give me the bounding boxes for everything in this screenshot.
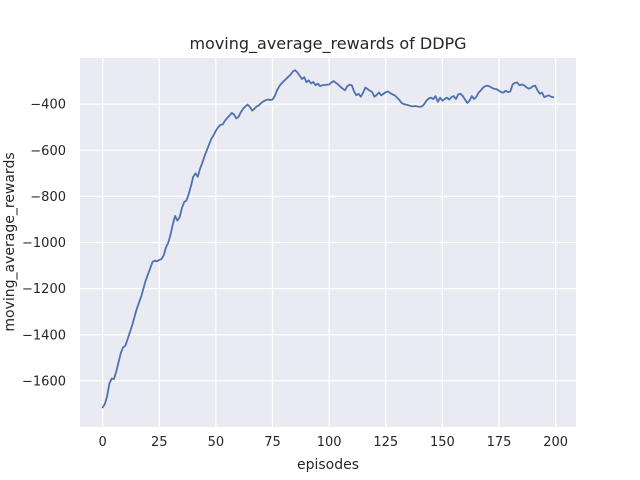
x-tick-label: 25	[151, 435, 168, 450]
gridlines	[80, 58, 576, 427]
y-axis-label: moving_average_rewards	[2, 152, 18, 331]
x-tick-label: 200	[543, 435, 568, 450]
y-tick-label: −400	[30, 98, 66, 113]
x-tick-labels: 0 25 50 75 100 125 150 175 200	[99, 435, 569, 450]
x-tick-label: 50	[208, 435, 225, 450]
x-tick-label: 150	[430, 435, 455, 450]
x-axis-label: episodes	[297, 457, 359, 473]
y-tick-label: −1400	[22, 328, 66, 343]
x-tick-label: 100	[317, 435, 342, 450]
y-tick-label: −800	[30, 190, 66, 205]
x-tick-label: 0	[99, 435, 107, 450]
y-tick-label: −1000	[22, 236, 66, 251]
y-tick-label: −1200	[22, 282, 66, 297]
x-tick-label: 125	[373, 435, 398, 450]
x-tick-label: 175	[487, 435, 512, 450]
x-tick-label: 75	[264, 435, 281, 450]
y-tick-labels: −400 −600 −800 −1000 −1200 −1400 −1600	[22, 98, 66, 390]
chart-title: moving_average_rewards of DDPG	[189, 34, 466, 54]
reward-line	[101, 69, 555, 409]
y-tick-label: −1600	[22, 374, 66, 389]
y-tick-label: −600	[30, 144, 66, 159]
